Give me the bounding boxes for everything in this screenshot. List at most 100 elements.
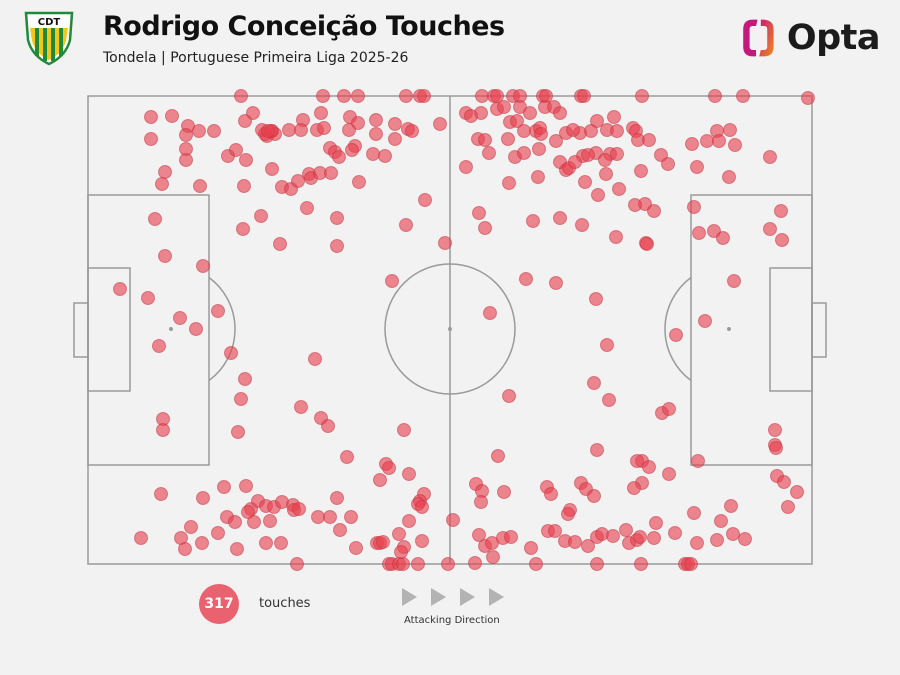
touch-point — [330, 491, 344, 505]
touch-point — [642, 460, 656, 474]
touch-point — [640, 237, 654, 251]
touch-point — [396, 557, 410, 571]
left-goal — [73, 302, 89, 358]
touch-point — [687, 200, 701, 214]
touch-point — [501, 132, 515, 146]
touch-point — [195, 536, 209, 550]
touch-point — [634, 557, 648, 571]
touch-point — [534, 127, 548, 141]
touch-point — [352, 175, 366, 189]
touch-point — [726, 527, 740, 541]
left-penalty-arc — [208, 276, 236, 382]
touch-point — [687, 506, 701, 520]
touch-point — [459, 160, 473, 174]
touch-point — [324, 166, 338, 180]
touch-point — [229, 143, 243, 157]
touch-point — [635, 89, 649, 103]
touch-point — [472, 528, 486, 542]
touch-point — [321, 419, 335, 433]
touch-point — [549, 134, 563, 148]
touch-point — [575, 218, 589, 232]
touch-point — [724, 499, 738, 513]
touch-point — [294, 123, 308, 137]
touch-point — [184, 520, 198, 534]
touch-point — [710, 533, 724, 547]
touch-point — [178, 542, 192, 556]
touch-point — [211, 526, 225, 540]
touch-point — [561, 507, 575, 521]
touch-point — [774, 204, 788, 218]
touch-point — [340, 450, 354, 464]
touch-point — [238, 114, 252, 128]
touch-point — [228, 515, 242, 529]
touch-point — [723, 123, 737, 137]
touch-point — [662, 467, 676, 481]
center-spot — [448, 327, 452, 331]
touch-point — [438, 236, 452, 250]
touch-point — [519, 272, 533, 286]
touch-point — [524, 541, 538, 555]
touch-point — [196, 259, 210, 273]
touch-point — [337, 89, 351, 103]
right-penalty-spot — [727, 327, 731, 331]
touch-point — [369, 113, 383, 127]
touch-point — [317, 121, 331, 135]
touch-point — [633, 530, 647, 544]
touch-point — [722, 170, 736, 184]
touch-point — [684, 557, 698, 571]
touch-point — [417, 89, 431, 103]
touch-point — [669, 328, 683, 342]
touch-point — [491, 449, 505, 463]
chart-title: Rodrigo Conceição Touches — [103, 11, 505, 42]
touch-point — [385, 274, 399, 288]
touch-point — [308, 352, 322, 366]
touch-point — [736, 89, 750, 103]
touch-point — [510, 114, 524, 128]
touch-point — [483, 306, 497, 320]
arrow-right-icon — [460, 588, 475, 606]
touch-point — [464, 109, 478, 123]
touch-count-label: touches — [259, 596, 311, 611]
touch-point — [333, 523, 347, 537]
touch-point — [158, 249, 172, 263]
touch-point — [259, 536, 273, 550]
touch-point — [609, 230, 623, 244]
touch-point — [502, 176, 516, 190]
touch-point — [207, 124, 221, 138]
touch-point — [189, 322, 203, 336]
touch-point — [376, 535, 390, 549]
arrow-right-icon — [402, 588, 417, 606]
touch-point — [238, 372, 252, 386]
touch-point — [598, 153, 612, 167]
touch-point — [382, 461, 396, 475]
touch-point — [591, 188, 605, 202]
touch-point — [152, 339, 166, 353]
touch-point — [685, 137, 699, 151]
touch-point — [349, 541, 363, 555]
touch-point — [330, 239, 344, 253]
touch-point — [366, 147, 380, 161]
touch-point — [193, 179, 207, 193]
touch-point — [388, 132, 402, 146]
touch-point — [497, 485, 511, 499]
touch-point — [330, 211, 344, 225]
touch-point — [144, 132, 158, 146]
touch-point — [234, 392, 248, 406]
touch-count-badge: 317 — [199, 584, 239, 624]
touch-point — [342, 123, 356, 137]
touch-points — [113, 89, 815, 571]
touch-point — [529, 557, 543, 571]
touch-point — [446, 513, 460, 527]
touch-point — [768, 423, 782, 437]
touch-point — [531, 170, 545, 184]
touch-point — [610, 124, 624, 138]
left-penalty-spot — [169, 327, 173, 331]
touch-point — [549, 276, 563, 290]
touch-point — [690, 160, 704, 174]
touch-point — [589, 292, 603, 306]
touch-point — [314, 106, 328, 120]
touch-point — [532, 142, 546, 156]
touch-point — [599, 167, 613, 181]
touch-point — [801, 91, 815, 105]
touch-point — [662, 402, 676, 416]
